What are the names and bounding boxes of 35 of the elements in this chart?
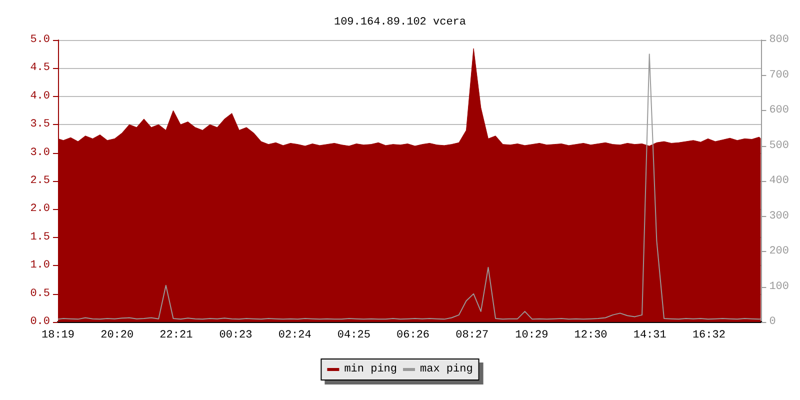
x-tick-label: 04:25 xyxy=(337,330,370,342)
y2-tick-label: 300 xyxy=(769,210,790,222)
x-tick-label: 18:19 xyxy=(41,330,75,342)
x-tick-label: 20:20 xyxy=(100,330,134,342)
x-tick-label: 22:21 xyxy=(160,330,194,342)
legend-label: min ping xyxy=(344,364,398,376)
x-tick-label: 02:24 xyxy=(278,330,312,342)
x-tick-label: 10:29 xyxy=(515,330,548,342)
y2-tick-label: 200 xyxy=(769,246,790,258)
x-tick-label: 12:30 xyxy=(574,330,608,342)
y-tick-label: 1.0 xyxy=(30,260,50,272)
y2-tick-label: 800 xyxy=(769,34,790,46)
legend-label: max ping xyxy=(420,364,473,376)
x-tick-label: 16:32 xyxy=(692,330,726,342)
x-tick-label: 00:23 xyxy=(219,330,252,342)
y-tick-label: 0.0 xyxy=(30,316,50,328)
y-tick-label: 2.0 xyxy=(30,203,50,216)
y2-tick-label: 0 xyxy=(769,316,776,328)
y-tick-label: 2.5 xyxy=(30,175,50,187)
x-tick-label: 06:26 xyxy=(396,330,430,342)
y-tick-label: 5.0 xyxy=(30,34,50,46)
chart-title: 109.164.89.102 vcera xyxy=(334,16,466,28)
y-tick-label: 1.5 xyxy=(30,231,50,244)
y2-tick-label: 600 xyxy=(769,104,790,116)
y-tick-label: 3.0 xyxy=(30,146,50,159)
y2-tick-label: 700 xyxy=(769,69,790,82)
y2-tick-label: 100 xyxy=(769,280,790,293)
y-tick-label: 4.0 xyxy=(30,90,50,102)
y-tick-label: 4.5 xyxy=(30,62,50,74)
y-tick-label: 0.5 xyxy=(30,288,50,300)
x-tick-label: 14:31 xyxy=(633,330,667,342)
y2-tick-label: 500 xyxy=(769,140,790,152)
x-tick-label: 08:27 xyxy=(456,330,489,342)
y2-tick-label: 400 xyxy=(769,175,790,187)
y-tick-label: 3.5 xyxy=(30,118,50,131)
